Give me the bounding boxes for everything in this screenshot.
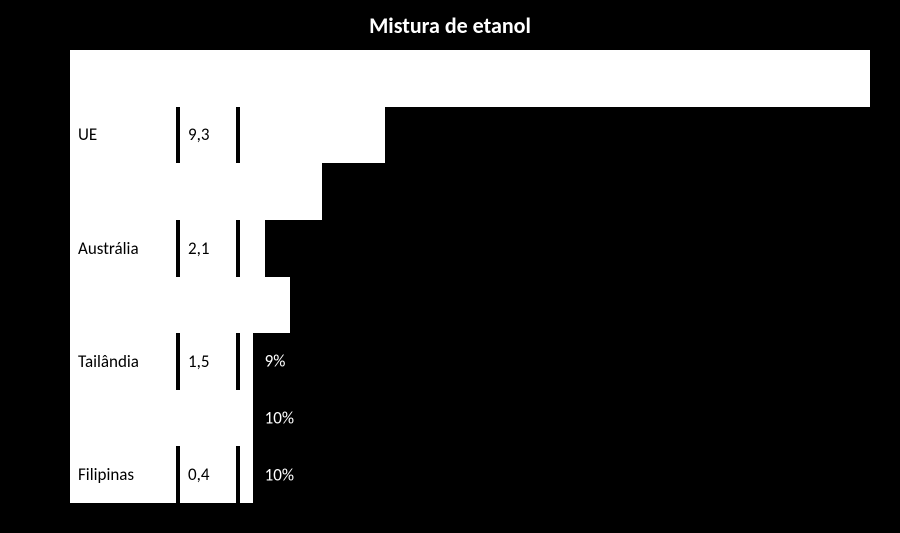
bar — [290, 277, 870, 334]
row-label — [70, 50, 180, 107]
row-value: 1,5 — [180, 333, 240, 390]
row-value: 0,4 — [180, 446, 240, 503]
table-row: 10% — [70, 390, 870, 447]
chart-area: UE9,3Austrália2,1Tailândia1,59%10%Filipi… — [70, 50, 870, 503]
row-value — [180, 277, 240, 334]
bar-area: 9% — [240, 333, 870, 390]
row-value — [180, 50, 240, 107]
table-row: Filipinas0,4 10% — [70, 446, 870, 503]
bar: 9% — [253, 333, 870, 390]
bar: 10% — [253, 390, 870, 447]
bar-area — [240, 163, 870, 220]
bar-area — [240, 50, 870, 107]
row-label: Tailândia — [70, 333, 180, 390]
bar-area: 10% — [240, 390, 870, 447]
row-value: 9,3 — [180, 107, 240, 164]
row-label: Austrália — [70, 220, 180, 277]
table-row: Austrália2,1 — [70, 220, 870, 277]
row-label — [70, 390, 180, 447]
bar-area — [240, 107, 870, 164]
bar — [385, 107, 870, 164]
bar: 10% — [253, 446, 870, 503]
row-value: 2,1 — [180, 220, 240, 277]
bar-area — [240, 220, 870, 277]
table-row — [70, 50, 870, 107]
table-row — [70, 277, 870, 334]
row-value — [180, 390, 240, 447]
bar — [265, 220, 870, 277]
table-row: Tailândia1,5 9% — [70, 333, 870, 390]
row-label: Filipinas — [70, 446, 180, 503]
bar-area — [240, 277, 870, 334]
bar-pct-label: 10% — [265, 408, 294, 429]
row-label — [70, 277, 180, 334]
bar — [322, 163, 870, 220]
row-label — [70, 163, 180, 220]
bar-pct-label: 10% — [265, 464, 294, 485]
row-label: UE — [70, 107, 180, 164]
bar-pct-label: 9% — [265, 351, 286, 372]
bar-area: 10% — [240, 446, 870, 503]
chart-title: Mistura de etanol — [0, 12, 900, 39]
table-row: UE9,3 — [70, 107, 870, 164]
table-row — [70, 163, 870, 220]
row-value — [180, 163, 240, 220]
